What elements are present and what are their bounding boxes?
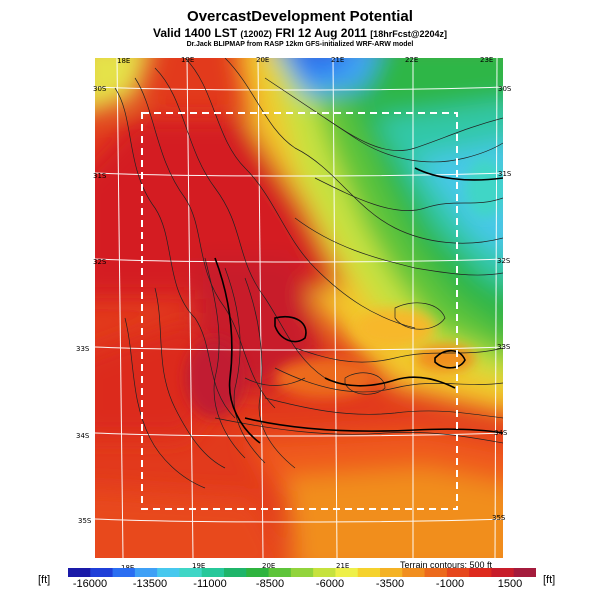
colorbar-label: 1500: [497, 578, 523, 590]
colorbar-swatch: [491, 568, 515, 577]
colorbar-label: -6000: [315, 578, 345, 590]
colorbar-label: -16000: [72, 578, 108, 590]
inner-domain-box: [141, 112, 458, 510]
colorbar-swatch: [290, 568, 314, 577]
colorbar-label: -8500: [255, 578, 285, 590]
valid-time: Valid 1400 LST: [153, 26, 238, 40]
colorbar-swatch: [224, 568, 247, 577]
lon-label-top: 21E: [331, 56, 345, 64]
colorbar-swatch: [246, 568, 270, 577]
forecast-info: [18hrFcst@2204z]: [370, 29, 447, 39]
lat-label-right: 31S: [498, 170, 512, 178]
colorbar-swatch: [134, 568, 158, 577]
colorbar-swatch: [201, 568, 225, 577]
lat-label-right: 33S: [497, 343, 511, 351]
map-title: OvercastDevelopment Potential: [187, 8, 413, 25]
lon-label-top: 22E: [405, 56, 419, 64]
lon-label-top: 23E: [480, 56, 494, 64]
valid-date: FRI 12 Aug 2011: [275, 26, 367, 40]
colorbar-label: -1000: [435, 578, 465, 590]
lat-label-left: 35S: [78, 517, 92, 525]
colorbar-swatch: [112, 568, 136, 577]
colorbar-swatch: [268, 568, 292, 577]
graticule: [95, 58, 503, 558]
colorbar-swatch: [179, 568, 203, 577]
colorbar-unit-left: [ft]: [38, 574, 51, 586]
colorbar-swatch: [335, 568, 359, 577]
lat-label-left: 34S: [76, 432, 90, 440]
model-credit: Dr.Jack BLIPMAP from RASP 12km GFS-initi…: [186, 41, 414, 48]
colorbar-label: -11000: [193, 578, 227, 590]
terrain-contour-note: Terrain contours: 500 ft: [400, 560, 493, 570]
colorbar-swatch: [357, 568, 381, 577]
lat-label-left: 31S: [93, 172, 107, 180]
colorbar-label: -3500: [375, 578, 405, 590]
lon-label-top: 19E: [181, 56, 195, 64]
colorbar-swatch: [513, 568, 536, 577]
lon-label-top: 20E: [256, 56, 270, 64]
colorbar-swatch: [90, 568, 114, 577]
colorbar-swatch: [402, 568, 426, 577]
bold-contours: [214, 167, 503, 444]
lat-label-left: 32S: [93, 258, 107, 266]
utc-time: (1200Z): [240, 29, 272, 39]
colorbar-unit-right: [ft]: [543, 574, 556, 586]
colorbar-swatch: [469, 568, 492, 577]
overcast-map: [95, 58, 503, 558]
lat-label-right: 32S: [497, 257, 511, 265]
lon-label-top: 18E: [117, 57, 131, 65]
lon-label-bottom: 20E: [262, 562, 276, 570]
colour-field: [95, 58, 503, 558]
colorbar-swatch: [424, 568, 448, 577]
colorbar-swatch: [313, 568, 336, 577]
colorbar-swatch: [68, 568, 91, 577]
lat-label-right: 30S: [498, 85, 512, 93]
lat-label-right: 34S: [494, 429, 508, 437]
colorbar-swatch: [380, 568, 403, 577]
colorbar: [68, 568, 536, 577]
lat-label-left: 33S: [76, 345, 90, 353]
map-subtitle: Valid 1400 LST (1200Z) FRI 12 Aug 2011 […: [0, 26, 600, 40]
terrain-contours: [114, 58, 503, 489]
colorbar-swatch: [157, 568, 180, 577]
colorbar-label: -13500: [132, 578, 168, 590]
lon-label-bottom: 21E: [336, 562, 350, 570]
lat-label-left: 30S: [93, 85, 107, 93]
colorbar-swatch: [446, 568, 470, 577]
lon-label-bottom: 19E: [192, 562, 206, 570]
lat-label-right: 35S: [492, 514, 506, 522]
